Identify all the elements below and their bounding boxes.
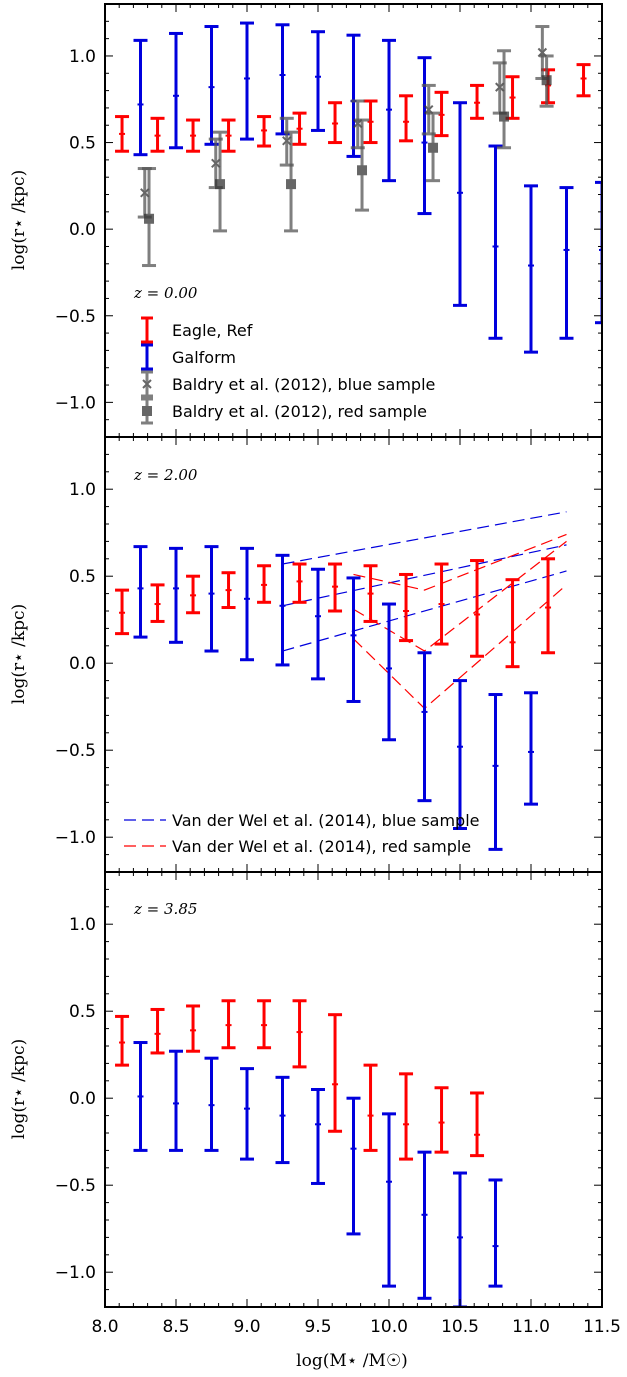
y-tick-label: 0.5 xyxy=(69,1002,96,1022)
data-point xyxy=(499,111,510,122)
y-tick-label: 0.0 xyxy=(69,654,96,674)
data-point xyxy=(357,165,368,176)
data-point xyxy=(286,179,297,190)
y-tick-label: −1.0 xyxy=(55,1263,96,1283)
x-tick-label: 8.0 xyxy=(91,1317,118,1337)
x-tick-label: 9.0 xyxy=(233,1317,260,1337)
panel-label-z385: z = 3.85 xyxy=(133,900,197,918)
legend-symbol xyxy=(142,379,152,389)
panel-z0: z = 0.00 Eagle, Ref Galform Baldry et al. … xyxy=(55,3,603,438)
legend-entry xyxy=(141,343,153,371)
data-point xyxy=(428,142,439,153)
x-tick-label: 11.5 xyxy=(583,1317,621,1337)
axes-frame-z385 xyxy=(104,871,603,1308)
x-tick-label: 10.0 xyxy=(370,1317,408,1337)
reference-line xyxy=(353,533,567,591)
y-tick-label: 1.0 xyxy=(69,47,96,67)
plot-area-z385 xyxy=(115,999,503,1307)
legend-z0: Eagle, Ref Galform Baldry et al. (2012), b… xyxy=(141,316,435,425)
y-tick-label: −1.0 xyxy=(55,393,96,413)
legend-label: Van der Wel et al. (2014), red sample xyxy=(172,837,471,856)
reference-line xyxy=(282,511,567,565)
plot-area-z2 xyxy=(115,511,567,851)
y-tick-label: −0.5 xyxy=(55,1176,96,1196)
y-tick-label: 0.0 xyxy=(69,1089,96,1109)
y-tick-label: −1.0 xyxy=(55,828,96,848)
y-tick-label: 1.0 xyxy=(69,915,96,935)
legend-label: Baldry et al. (2012), blue sample xyxy=(172,375,435,394)
plot-area-z0 xyxy=(115,21,602,354)
x-tick-label: 11.0 xyxy=(512,1317,550,1337)
y-axis-label-z0: log(r⋆ /kpc) xyxy=(9,170,29,270)
panel-z385: z = 3.85 1.0 0.5 0.0 −0.5 −1.0 xyxy=(55,871,603,1308)
reference-line xyxy=(282,544,567,607)
y-axis-label-z385: log(r⋆ /kpc) xyxy=(9,1039,29,1139)
legend-entry xyxy=(141,316,153,344)
legend-entry xyxy=(141,397,153,425)
data-point xyxy=(140,188,150,198)
x-tick-label: 8.5 xyxy=(162,1317,189,1337)
y-tick-label: −0.5 xyxy=(55,307,96,327)
y-tick-label: 0.0 xyxy=(69,220,96,240)
y-tick-label: −0.5 xyxy=(55,741,96,761)
data-point xyxy=(495,82,505,92)
panel-z2: z = 2.00 Van der Wel et al. (2014), blue… xyxy=(55,436,603,873)
legend-label: Van der Wel et al. (2014), blue sample xyxy=(172,811,480,830)
legend-label: Eagle, Ref xyxy=(172,321,253,340)
data-point xyxy=(144,213,155,224)
y-tick-label: 0.5 xyxy=(69,134,96,154)
y-tick-label: 1.0 xyxy=(69,480,96,500)
legend-symbol xyxy=(142,406,152,416)
data-point xyxy=(282,136,292,146)
panel-label-z2: z = 2.00 xyxy=(133,466,198,484)
legend-label: Baldry et al. (2012), red sample xyxy=(172,402,427,421)
data-point xyxy=(215,179,226,190)
legend-entry xyxy=(141,370,153,398)
y-tick-label: 0.5 xyxy=(69,567,96,587)
x-tick-label: 10.5 xyxy=(441,1317,479,1337)
y-axis-label-z2: log(r⋆ /kpc) xyxy=(9,604,29,704)
panel-label-z0: z = 0.00 xyxy=(133,284,198,302)
reference-line xyxy=(282,570,567,652)
legend-z2: Van der Wel et al. (2014), blue sample Va… xyxy=(124,811,480,856)
reference-line xyxy=(353,540,567,652)
legend-label: Galform xyxy=(172,348,236,367)
x-axis-label: log(M⋆ /M☉) xyxy=(296,1351,408,1371)
x-tick-label: 9.5 xyxy=(304,1317,331,1337)
data-point xyxy=(211,158,221,169)
data-point xyxy=(541,75,552,86)
x-tick-labels: 8.0 8.5 9.0 9.5 10.0 10.5 11.0 11.5 xyxy=(91,1317,620,1337)
